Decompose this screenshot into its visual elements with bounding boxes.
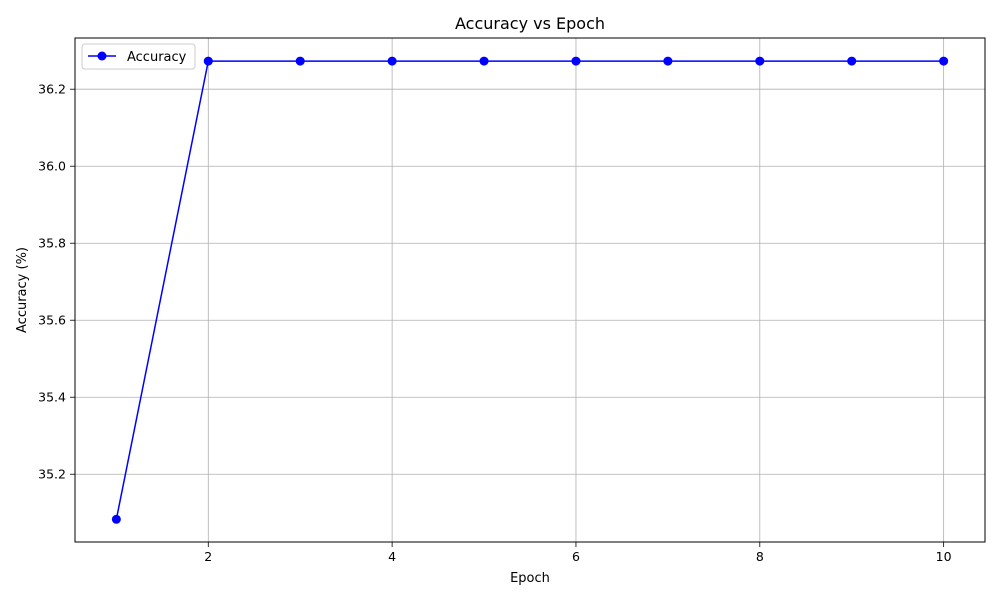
y-tick-label: 35.4	[38, 390, 66, 405]
y-axis: 35.2 35.4 35.6 35.8 36.0 36.2	[38, 82, 75, 482]
x-tick-label: 2	[204, 549, 212, 564]
data-point	[295, 56, 305, 66]
y-axis-label: Accuracy (%)	[15, 247, 30, 333]
data-point	[203, 56, 213, 66]
chart-title: Accuracy vs Epoch	[455, 14, 605, 33]
data-point	[387, 56, 397, 66]
data-point	[939, 56, 949, 66]
grid	[75, 38, 985, 542]
y-tick-label: 36.0	[38, 159, 66, 174]
x-axis-label: Epoch	[510, 571, 550, 586]
plot-area	[74, 37, 986, 543]
x-tick-label: 4	[388, 549, 396, 564]
data-point	[755, 56, 765, 66]
data-point	[479, 56, 489, 66]
data-point	[847, 56, 857, 66]
x-tick-label: 10	[936, 549, 952, 564]
y-tick-label: 35.6	[38, 313, 66, 328]
legend: Accuracy	[81, 43, 196, 70]
y-tick-label: 35.2	[38, 467, 66, 482]
legend-box	[81, 43, 196, 70]
y-tick-label: 35.8	[38, 236, 66, 251]
x-axis: 2 4 6 8 10	[204, 542, 952, 564]
data-point	[663, 56, 673, 66]
data-point	[111, 514, 121, 524]
legend-marker-accuracy	[97, 51, 107, 61]
series-layer	[111, 56, 949, 524]
series-line-accuracy	[115, 60, 944, 520]
legend-label-accuracy: Accuracy	[127, 50, 187, 65]
x-tick-label: 6	[572, 549, 580, 564]
y-tick-label: 36.2	[38, 82, 66, 97]
x-tick-label: 8	[756, 549, 764, 564]
data-point	[571, 56, 581, 66]
